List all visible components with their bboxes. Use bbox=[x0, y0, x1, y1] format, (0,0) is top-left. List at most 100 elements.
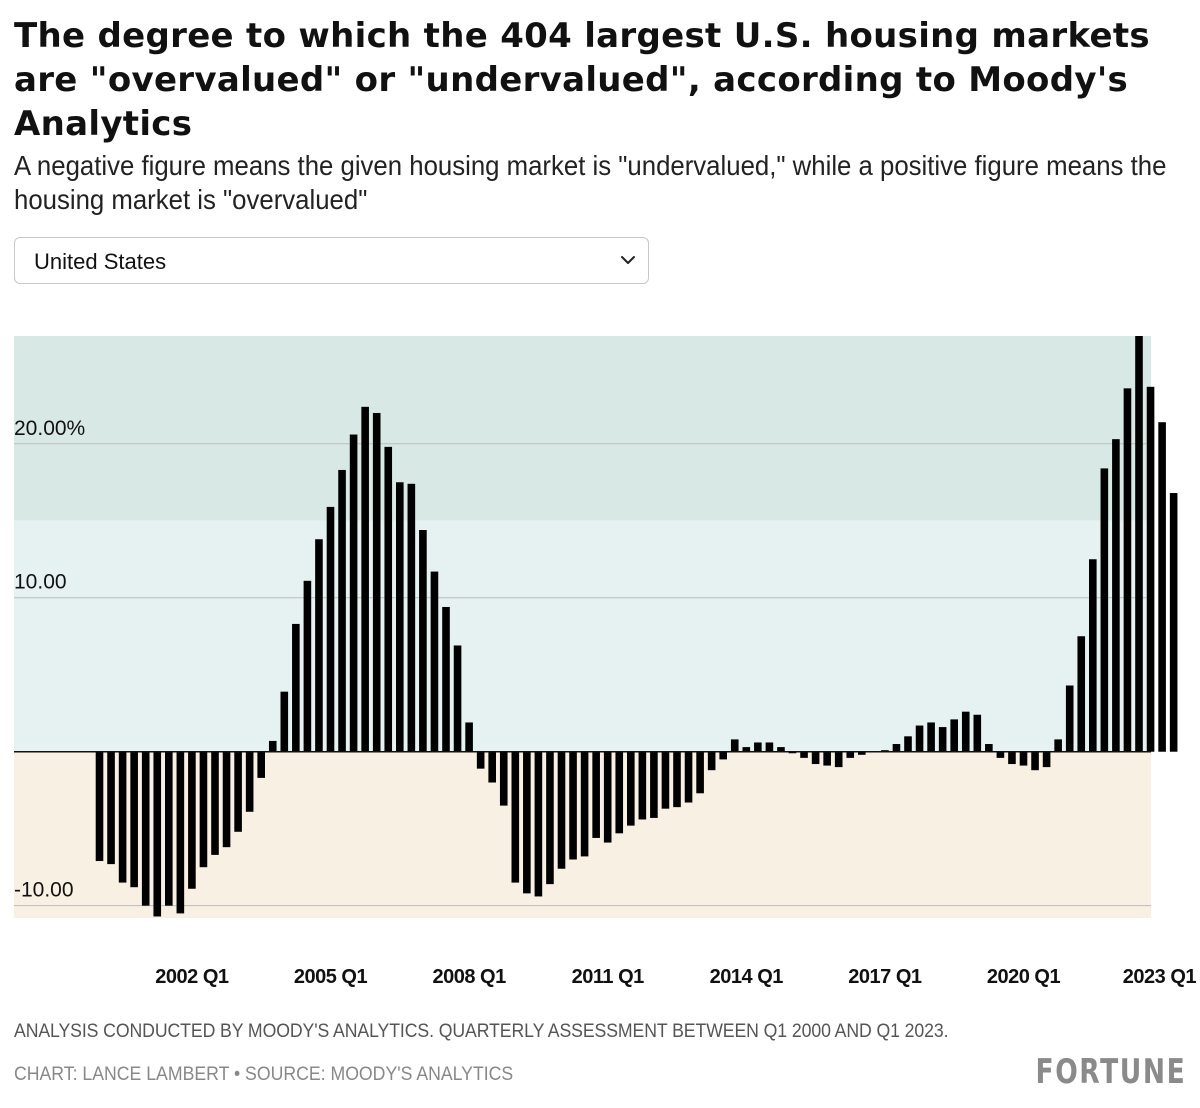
bar: 2000 Q2: -7.3 bbox=[107, 751, 115, 865]
bar: 2010 Q4: -5.6 bbox=[592, 751, 600, 838]
bar: 2002 Q1: -8.9 bbox=[188, 751, 196, 889]
bar: 2018 Q1: 1.9 bbox=[927, 722, 935, 752]
bar: 2012 Q4: -3.3 bbox=[684, 751, 693, 803]
fortune-logo: FORTUNE bbox=[1035, 1052, 1186, 1092]
y-tick-label: -10.00 bbox=[14, 879, 74, 902]
bar: 2014 Q2: 0.6 bbox=[754, 742, 762, 752]
bar: 2001 Q4: -10.5 bbox=[176, 751, 185, 914]
bar: 2005 Q4: 22.4 bbox=[361, 406, 369, 752]
bar: 2010 Q2: -7 bbox=[569, 751, 577, 860]
bar: 2009 Q1: -8.5 bbox=[511, 751, 520, 883]
bar: 2000 Q4: -8.8 bbox=[130, 751, 138, 888]
bar: 2012 Q1: -4.3 bbox=[650, 751, 658, 818]
bar: 2019 Q2: 0.5 bbox=[985, 744, 993, 752]
bar: 2018 Q3: 2.1 bbox=[950, 719, 958, 752]
bar: 2017 Q2: 0.5 bbox=[892, 744, 901, 752]
bar: 2007 Q2: 11.7 bbox=[430, 571, 439, 752]
bar: 2009 Q2: -9.2 bbox=[523, 751, 531, 894]
bar: 2013 Q2: -1.2 bbox=[707, 751, 716, 771]
bar: 2003 Q2: -3.9 bbox=[245, 751, 254, 812]
bar: 2005 Q1: 15.9 bbox=[326, 506, 335, 752]
bar: 2007 Q1: 14.4 bbox=[419, 530, 427, 752]
bar: 2017 Q4: 1.7 bbox=[915, 725, 924, 752]
bar: 2010 Q1: -7.6 bbox=[557, 751, 566, 869]
chevron-down-icon bbox=[621, 256, 635, 264]
x-tick-label: 2011 Q1 bbox=[572, 966, 645, 988]
bar: 2021 Q3: 12.5 bbox=[1089, 559, 1097, 752]
bar: 2011 Q2: -5.3 bbox=[615, 751, 624, 834]
bar: 2002 Q3: -6.7 bbox=[211, 751, 219, 855]
bar: 2004 Q2: 8.3 bbox=[292, 623, 300, 752]
bar: 2006 Q1: 22 bbox=[372, 412, 381, 752]
bar: 2022 Q2: 23.6 bbox=[1123, 388, 1132, 752]
bar: 2009 Q3: -9.4 bbox=[534, 751, 543, 897]
bar: 2005 Q3: 20.6 bbox=[349, 434, 358, 752]
chart-title: The degree to which the 404 largest U.S.… bbox=[14, 16, 1150, 144]
bar: 2002 Q2: -7.5 bbox=[199, 751, 208, 868]
bar: 2011 Q1: -5.9 bbox=[603, 751, 612, 843]
bar: 2000 Q3: -8.5 bbox=[118, 751, 127, 883]
bar: 2017 Q3: 1 bbox=[904, 736, 912, 752]
bar: 2021 Q2: 7.5 bbox=[1077, 636, 1086, 752]
bar: 2022 Q4: 23.7 bbox=[1146, 386, 1155, 752]
x-tick-label: 2005 Q1 bbox=[294, 966, 368, 988]
bar: 2002 Q4: -6.2 bbox=[222, 751, 231, 848]
bar: 2016 Q1: -1 bbox=[834, 751, 843, 768]
bar: 2006 Q2: 19.8 bbox=[384, 446, 393, 752]
bar: 2022 Q3: 27 bbox=[1135, 336, 1143, 752]
bar: 2007 Q3: 9.4 bbox=[442, 606, 450, 752]
bar: 2018 Q2: 1.6 bbox=[938, 727, 947, 752]
bar: 2019 Q4: -0.8 bbox=[1008, 751, 1016, 765]
chart-gridlines bbox=[14, 443, 1151, 907]
x-axis-labels: 2002 Q1 2005 Q1 2008 Q1 2011 Q1 2014 Q1 2017 … bbox=[155, 966, 1197, 988]
bar: 2001 Q1: -10 bbox=[141, 751, 150, 906]
bar: 2001 Q3: -10 bbox=[165, 751, 173, 906]
bar: 2020 Q4: 0.8 bbox=[1054, 739, 1062, 752]
y-axis-labels: 20.00% 10.00 -10.00 bbox=[14, 417, 85, 902]
background-band-1 bbox=[14, 520, 1151, 752]
bar: 2021 Q4: 18.4 bbox=[1100, 468, 1109, 752]
bar: 2019 Q1: 2.4 bbox=[973, 714, 982, 752]
bar: 2004 Q3: 11.1 bbox=[303, 580, 312, 752]
bar: 2022 Q1: 20.3 bbox=[1112, 439, 1120, 752]
bar: 2009 Q4: -8.6 bbox=[546, 751, 554, 885]
bar: 2008 Q2: -1.1 bbox=[476, 751, 485, 769]
bar: 2015 Q1: -0.1 bbox=[788, 751, 797, 754]
market-selector-dropdown[interactable]: United States bbox=[14, 237, 649, 284]
bar: 2005 Q2: 18.3 bbox=[338, 469, 346, 752]
bar: 2014 Q1: 0.3 bbox=[742, 747, 751, 752]
bar: 2015 Q4: -0.9 bbox=[823, 751, 831, 766]
bar: 2021 Q1: 4.3 bbox=[1065, 685, 1074, 752]
analysis-note: ANALYSIS CONDUCTED BY MOODY'S ANALYTICS.… bbox=[14, 1021, 949, 1042]
bar: undefined: 16.8 bbox=[1169, 493, 1178, 752]
bar: 2014 Q3: 0.6 bbox=[765, 742, 774, 752]
bar: 2003 Q3: -1.7 bbox=[257, 751, 265, 778]
bar: 2023 Q1: 21.4 bbox=[1158, 422, 1166, 752]
chart-subtitle: A negative figure means the given housin… bbox=[14, 150, 1167, 215]
bar: 2008 Q4: -3.5 bbox=[499, 751, 508, 806]
x-tick-label: 2020 Q1 bbox=[987, 966, 1061, 988]
bar: 2016 Q2: -0.4 bbox=[846, 751, 855, 758]
bar: 2000 Q1: -7.1 bbox=[95, 751, 104, 862]
bar: 2008 Q3: -2 bbox=[488, 751, 496, 783]
bar: 2001 Q2: -10.7 bbox=[153, 751, 162, 917]
bar: 2020 Q3: -1 bbox=[1042, 751, 1051, 768]
bar: 2006 Q4: 17.4 bbox=[407, 483, 416, 752]
bar: 2006 Q3: 17.5 bbox=[396, 482, 404, 752]
x-tick-label: 2014 Q1 bbox=[710, 966, 784, 988]
bar: 2013 Q3: -0.5 bbox=[719, 751, 727, 760]
bar: 2011 Q4: -4.4 bbox=[638, 751, 647, 820]
x-tick-label: 2017 Q1 bbox=[848, 966, 922, 988]
bar: 2012 Q3: -3.6 bbox=[673, 751, 681, 808]
bar: 2004 Q4: 13.8 bbox=[315, 539, 323, 752]
bar: 2019 Q3: -0.4 bbox=[996, 751, 1005, 758]
bar: 2020 Q1: -0.9 bbox=[1019, 751, 1028, 766]
bar: 2017 Q1: 0.1 bbox=[881, 750, 889, 752]
y-tick-label: 10.00 bbox=[14, 571, 67, 594]
bar: 2013 Q4: 0.8 bbox=[730, 739, 739, 752]
bar: 2008 Q1: 1.9 bbox=[465, 722, 473, 752]
background-band-0 bbox=[14, 336, 1151, 521]
bar: 2014 Q4: 0.3 bbox=[777, 747, 785, 752]
